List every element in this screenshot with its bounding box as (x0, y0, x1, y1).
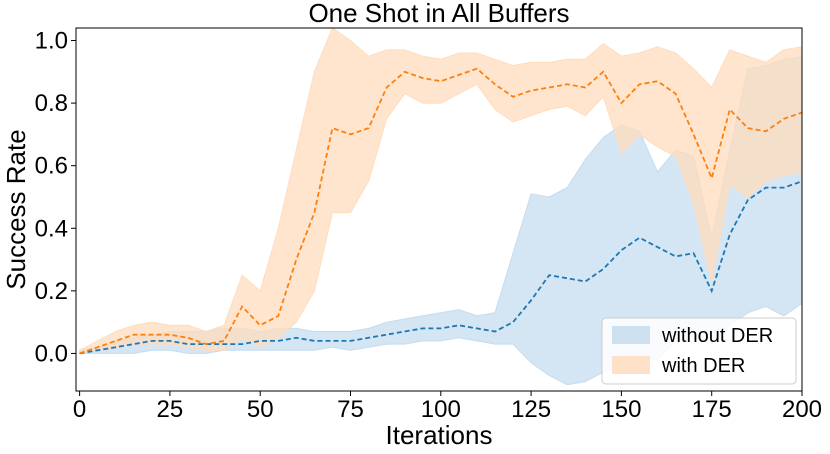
legend-label: without DER (661, 325, 773, 347)
x-tick-label: 200 (782, 396, 822, 423)
x-axis-title: Iterations (386, 420, 493, 450)
x-tick-label: 25 (157, 396, 184, 423)
x-tick-label: 50 (247, 396, 274, 423)
y-tick-label: 1.0 (35, 28, 68, 55)
y-tick-label: 0.0 (35, 340, 68, 367)
legend: without DER with DER (601, 317, 797, 385)
plot-frame (75, 27, 803, 392)
x-tick-label: 150 (601, 396, 641, 423)
legend-swatch (612, 326, 650, 344)
x-axis-ticks: 0 25 50 75 100 125 150 175 200 (73, 391, 822, 423)
y-axis-title: Success Rate (1, 129, 31, 289)
y-tick-label: 0.8 (35, 90, 68, 117)
y-tick-label: 0.6 (35, 153, 68, 180)
y-axis-ticks: 0.0 0.2 0.4 0.6 0.8 1.0 (35, 28, 76, 367)
x-tick-label: 100 (421, 396, 461, 423)
chart-title: One Shot in All Buffers (308, 0, 569, 28)
y-tick-label: 0.4 (35, 215, 68, 242)
line-with-der (79, 67, 803, 355)
y-tick-label: 0.2 (35, 278, 68, 305)
legend-swatch (612, 356, 650, 374)
x-tick-label: 75 (337, 396, 364, 423)
x-tick-label: 0 (73, 396, 86, 423)
x-tick-label: 175 (692, 396, 732, 423)
x-tick-label: 125 (511, 396, 551, 423)
legend-label: with DER (661, 355, 745, 377)
legend-box (601, 317, 797, 385)
mean-lines (79, 67, 803, 355)
